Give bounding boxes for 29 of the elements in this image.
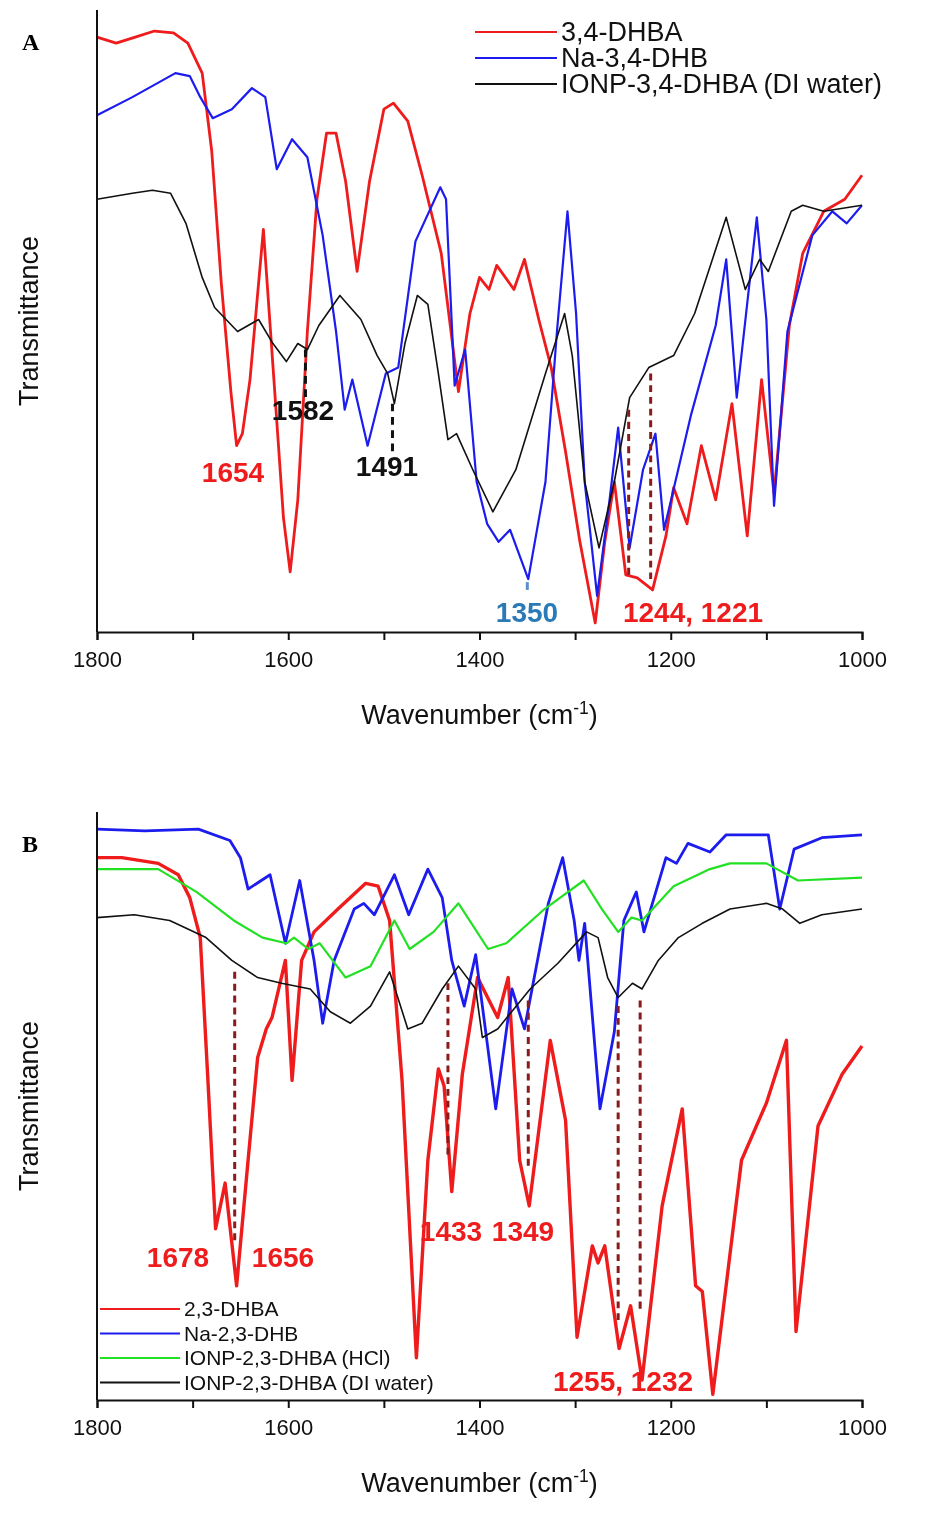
x-axis-title: Wavenumber (cm$^{-1}$)	[361, 698, 598, 730]
annotation: 1654	[201, 456, 265, 488]
x-tick-label: 1200	[646, 647, 696, 673]
x-tick-label: 1000	[838, 647, 887, 673]
chart-title: B	[22, 831, 39, 857]
legend-label: 3,4-DHBA	[561, 17, 683, 48]
chart-title: A	[22, 29, 40, 55]
x-tick-label: 1200	[646, 1415, 696, 1441]
annotation: 1678	[146, 1241, 210, 1273]
annotation: 1255, 1232	[552, 1365, 694, 1397]
annotation: 1349	[491, 1215, 555, 1247]
x-tick-label: 1600	[264, 1415, 314, 1441]
x-tick-label: 1400	[455, 647, 505, 673]
legend-label: IONP-2,3-DHBA (DI water)	[184, 1370, 434, 1394]
annotation: 1244, 1221	[622, 596, 764, 628]
x-axis-title: Wavenumber (cm$^{-1}$)	[361, 1466, 598, 1498]
annotation: 1350	[495, 596, 559, 628]
legend-label: 2,3-DHBA	[184, 1297, 279, 1321]
x-tick-label: 1800	[73, 1415, 122, 1441]
legend-label: Na-2,3-DHB	[184, 1321, 299, 1345]
legend-label: IONP-2,3-DHBA (HCl)	[184, 1346, 391, 1370]
x-tick-label: 1800	[73, 647, 122, 673]
annotation: 1491	[355, 450, 419, 482]
y-axis-title: Transmittance	[14, 235, 44, 407]
annotation: 1656	[251, 1241, 315, 1273]
y-axis-title: Transmittance	[14, 1020, 44, 1192]
x-tick-label: 1600	[264, 647, 314, 673]
x-tick-label: 1000	[838, 1415, 887, 1441]
x-tick-label: 1400	[455, 1415, 505, 1441]
